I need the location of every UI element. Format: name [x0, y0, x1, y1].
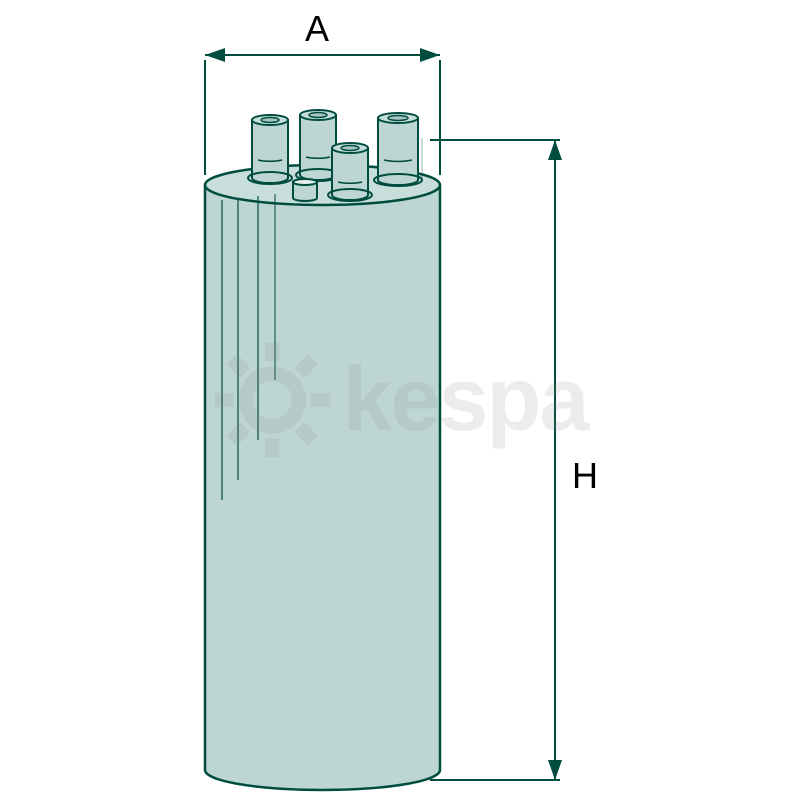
port-center-stub	[293, 179, 317, 201]
port-4	[328, 143, 372, 201]
label-a: A	[305, 8, 329, 50]
dimension-h	[430, 140, 562, 780]
cylinder-body	[205, 165, 440, 790]
technical-drawing	[0, 0, 800, 800]
label-h: H	[572, 455, 598, 497]
diagram-container: kespa A H	[0, 0, 800, 800]
port-1	[248, 115, 292, 184]
port-3	[374, 113, 422, 186]
